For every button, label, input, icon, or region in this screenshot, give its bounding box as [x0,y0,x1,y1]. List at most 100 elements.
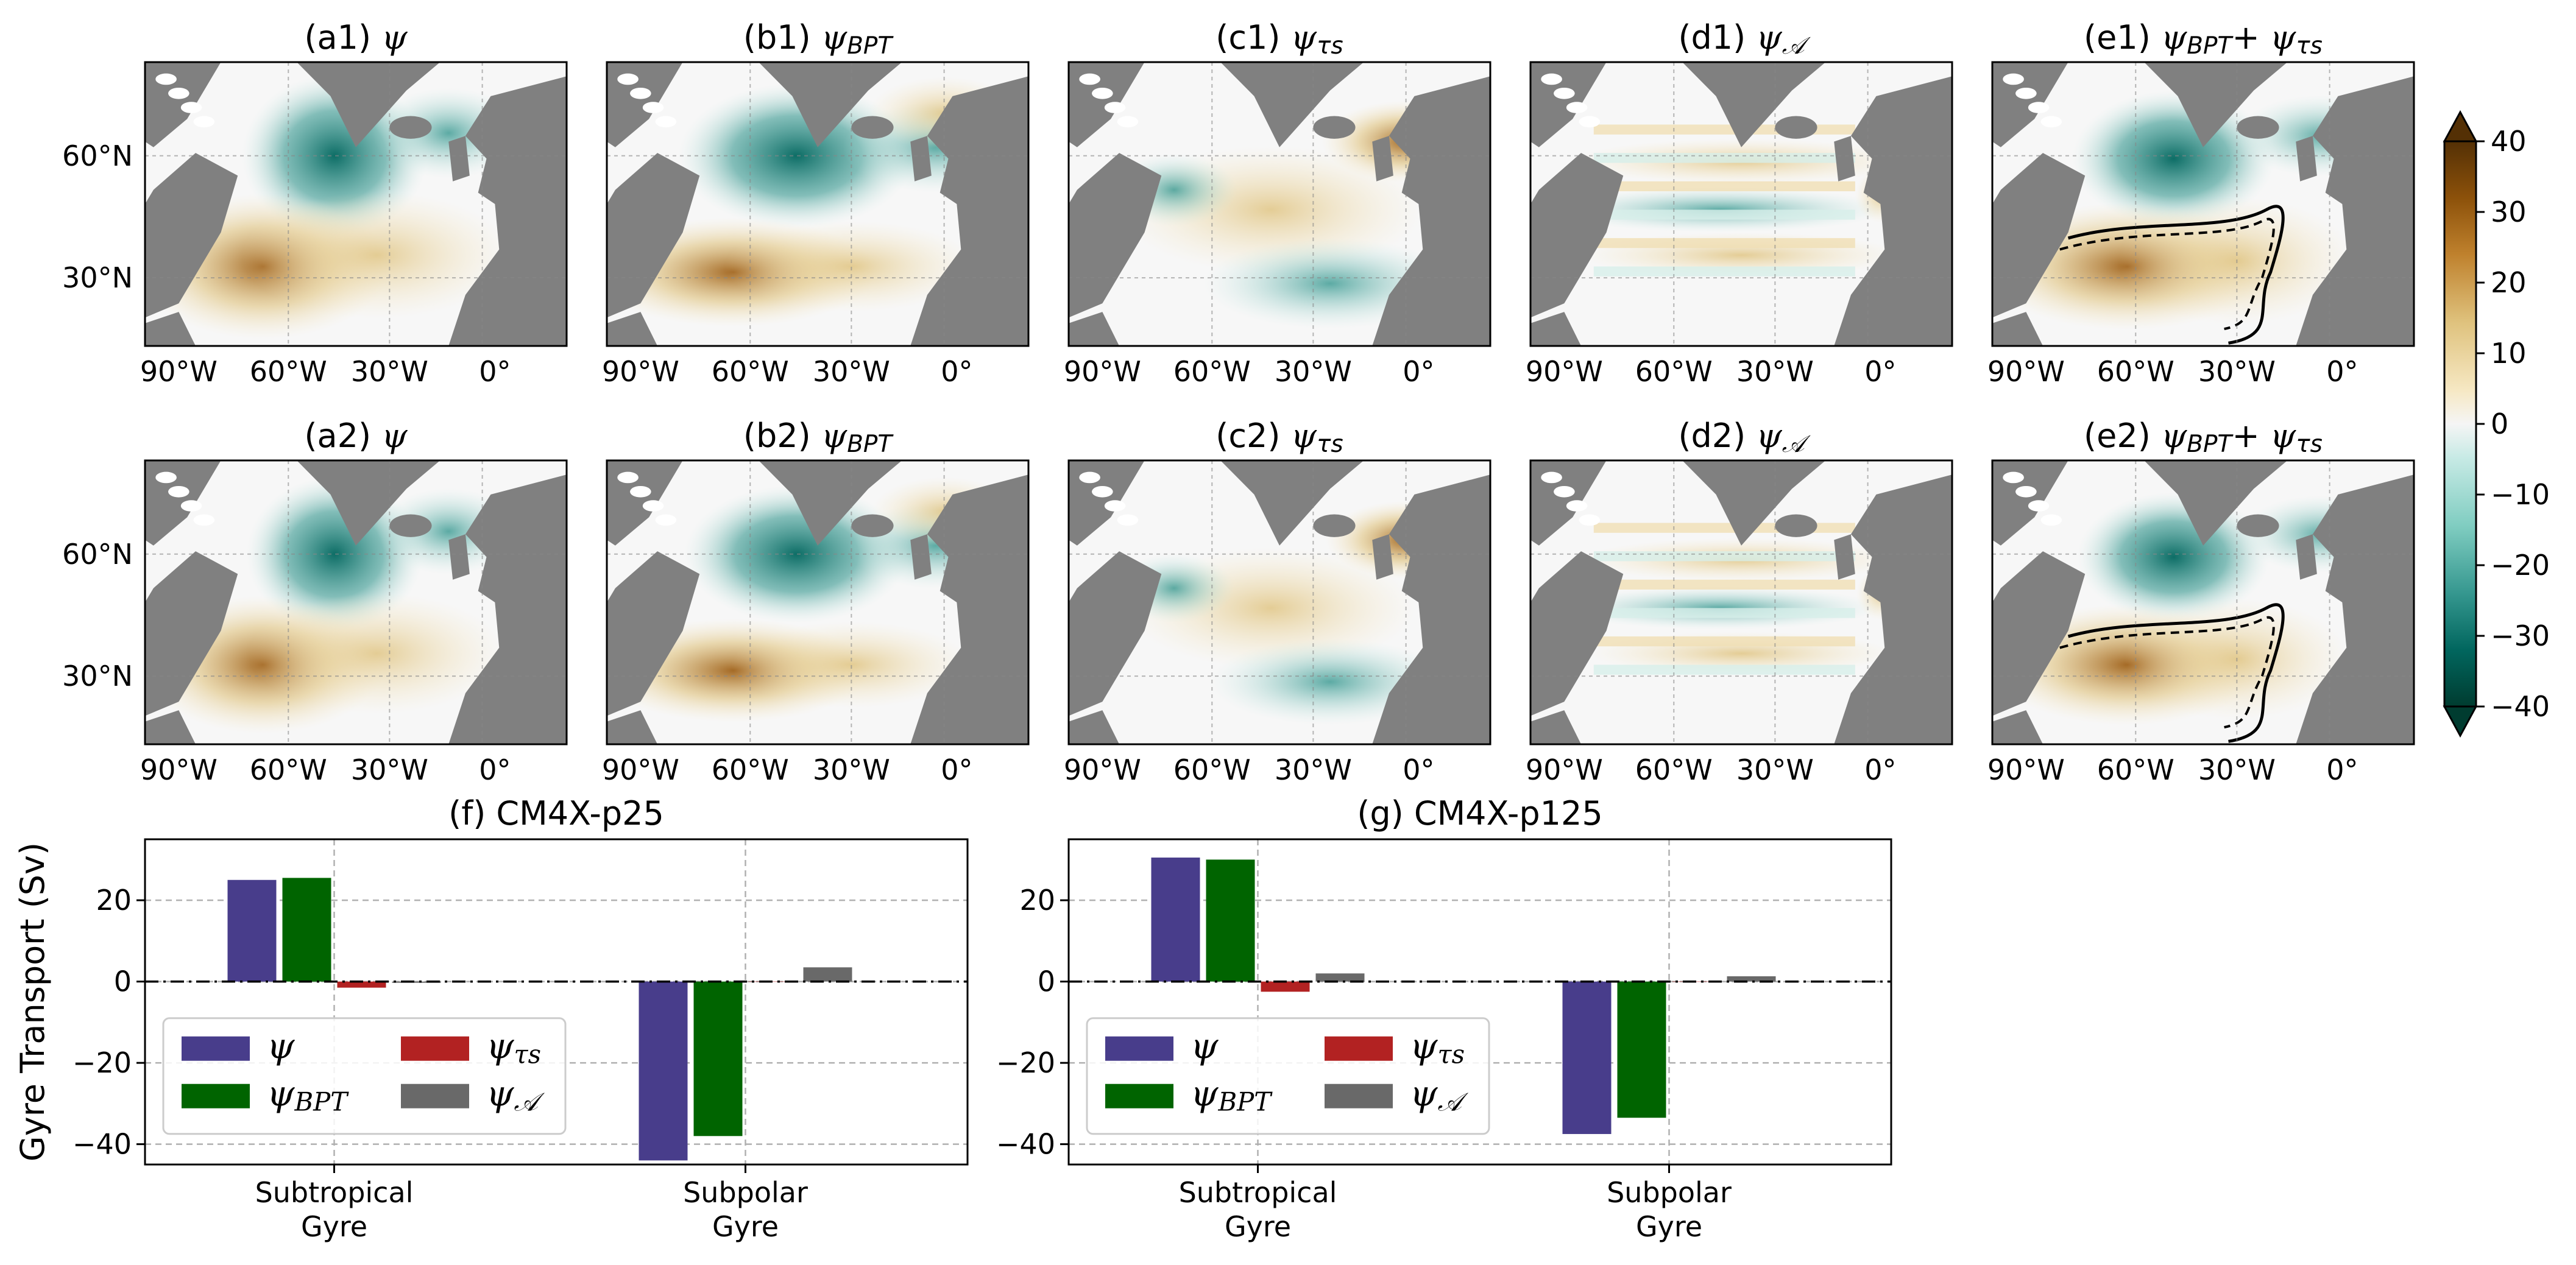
legend-label: ψ [267,1026,295,1067]
y-tick-label: −40 [73,1128,132,1161]
field-anomaly [1560,586,1881,630]
lat-tick-label: 60°N [62,139,133,172]
ice-patch [617,73,639,85]
field-anomaly [2072,90,2275,227]
lon-tick-label: 0° [1403,355,1434,388]
land-mass [1682,460,1826,546]
category-label: Gyre [301,1210,367,1243]
legend-swatch [1105,1084,1173,1108]
panel-title: (c2) ψτs [1215,417,1343,458]
ice-patch [180,102,202,113]
panel-title: (e2) ψBPT + ψτs [2084,417,2323,458]
category-label: Gyre [712,1210,779,1243]
ice-patch [1566,102,1588,113]
ice-patch [630,87,651,99]
lon-tick-label: 0° [1864,355,1896,388]
land-mass [145,312,196,346]
lon-tick-label: 30°W [2198,355,2276,388]
category-label: Gyre [1225,1210,1291,1243]
bar [803,967,852,982]
category-label: Subtropical [1179,1176,1337,1209]
y-axis-label: Gyre Transport (Sv) [13,842,52,1161]
zonal-band [1593,238,1855,248]
land-mass [910,474,1028,744]
lon-tick-label: 30°W [813,355,890,388]
lon-tick-label: 30°W [1736,355,1814,388]
ice-patch [1079,471,1100,484]
lat-tick-label: 30°N [62,660,133,692]
zonal-band [1593,636,1855,647]
zonal-band [1593,181,1855,192]
land-mass [1775,514,1817,537]
lon-tick-label: 60°W [1173,355,1251,388]
land-mass [2296,76,2414,346]
ice-patch [1554,87,1575,99]
ice-patch [1566,500,1588,512]
colorbar-extend-bottom [2443,705,2478,738]
map-frame [1991,459,2415,745]
land-mass [1834,76,1952,346]
y-tick-label: −20 [73,1046,132,1079]
land-mass [1992,551,2086,716]
land-mass [1530,551,1624,716]
colorbar-gradient [2443,140,2477,708]
ice-patch [2003,73,2024,85]
map-frame [1529,61,1953,347]
field-anomaly [684,485,909,624]
land-mass [759,460,902,546]
ice-patch [642,102,664,113]
land-mass [297,62,441,147]
lon-tick-label: 90°W [140,753,218,786]
zonal-band [1593,153,1855,163]
bar [1261,981,1310,992]
field-anomaly [249,593,505,714]
panel-title: (b1) ψBPT [743,18,894,60]
lat-tick-label: 30°N [62,261,133,294]
zonal-band [1593,608,1855,618]
ice-patch [1092,485,1113,498]
land-mass [448,534,470,580]
lon-tick-label: 30°W [1275,355,1352,388]
land-mass [2237,514,2279,537]
land-mass [448,136,470,181]
lon-tick-label: 30°W [351,753,428,786]
bar-panel-title: (g) CM4X-p125 [1357,794,1602,833]
panel-title: (d1) ψ𝒜 [1678,18,1811,60]
bar [337,981,386,988]
colorbar-tick-label: −20 [2491,549,2550,582]
lon-tick-label: 0° [2326,753,2358,786]
lon-tick-label: 90°W [602,355,679,388]
panel-title: (a2) ψ [304,417,408,455]
ice-patch [2028,500,2050,512]
panel-title: (c1) ψτs [1215,18,1343,60]
lon-tick-label: 90°W [602,753,679,786]
map-frame [606,61,1030,347]
land-mass [2296,136,2317,181]
field-anomaly [242,191,512,319]
lon-tick-label: 90°W [140,355,218,388]
gyre-contour-dashed [2059,616,2275,729]
bar-panel: (f) CM4X-p25200−20−40SubtropicalGyreSubp… [73,794,969,1243]
lon-tick-label: 30°W [351,355,428,388]
lon-tick-label: 60°W [2097,753,2174,786]
ice-patch [2040,514,2062,526]
land-mass [1313,514,1356,537]
lon-tick-label: 90°W [1526,753,1603,786]
land-mass [1220,62,1364,147]
land-mass [1682,62,1826,147]
land-mass [1372,136,1393,181]
bar-panel: (g) CM4X-p125200−20−40SubtropicalGyreSub… [996,794,1892,1243]
map-panels: (a1) ψ 90°W 60°W 30°W 0° 60°N 30°N (b1) ψBPT 90… [62,18,2415,786]
panel-title: (b2) ψBPT [743,417,894,458]
map-frame [1067,459,1491,745]
bar [227,879,277,982]
land-mass [145,153,238,318]
ice-patch [2015,485,2037,498]
field-anomaly [724,220,978,312]
ice-patch [1554,485,1575,498]
map-panel: (a1) ψ 90°W 60°W 30°W 0° 60°N 30°N [62,18,568,388]
gyre-contour-dashed [2059,217,2275,331]
legend-swatch [1325,1036,1393,1061]
lon-tick-label: 0° [1403,753,1434,786]
